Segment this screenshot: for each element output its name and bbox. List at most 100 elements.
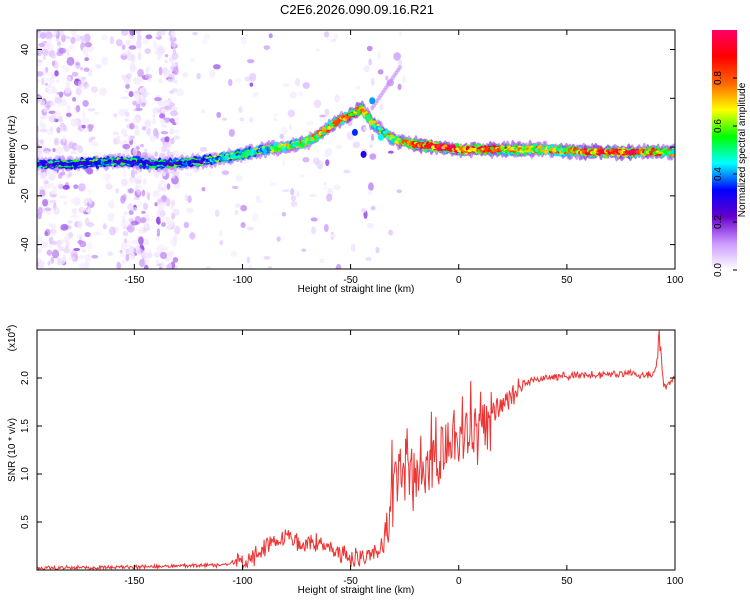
spectrogram-noise-point: [175, 116, 180, 125]
spectrogram-noise-point: [146, 192, 151, 201]
spectrogram-noise-point: [70, 36, 76, 44]
spectrogram-noise-point: [88, 189, 92, 196]
spectrogram-noise-point: [84, 254, 92, 263]
spectrogram-noise-point: [313, 99, 322, 109]
spectrogram-noise-point: [86, 242, 93, 252]
spectrogram-noise-point: [144, 48, 151, 55]
spectrogram-noise-point: [43, 77, 51, 82]
spectrogram-noise-point: [299, 174, 305, 178]
spectrogram-noise-point: [134, 145, 140, 151]
spectrogram-noise-point: [123, 211, 128, 215]
spectrogram-noise-point: [81, 248, 87, 253]
spectrogram-noise-point: [122, 168, 127, 178]
spectrogram-noise-point: [170, 110, 178, 117]
spectrogram-noise-point: [43, 107, 50, 113]
spectrogram-ridge-point: [361, 109, 367, 113]
spectrogram-noise-point: [184, 172, 193, 177]
spectrogram-x-tick-label: 100: [667, 275, 684, 286]
spectrogram-noise-point: [52, 170, 58, 175]
spectrogram-noise-point: [282, 83, 290, 87]
spectrogram-noise-point: [112, 131, 119, 135]
spectrogram-noise-point: [201, 186, 206, 192]
spectrogram-noise-point: [84, 41, 92, 48]
spectrogram-noise-point: [52, 229, 58, 235]
spectrogram-noise-point: [137, 248, 143, 255]
spectrogram-noise-point: [235, 77, 242, 83]
spectrogram-noise-point: [44, 82, 49, 86]
spectrogram-noise-point: [368, 189, 372, 196]
spectrogram-noise-point: [159, 113, 166, 119]
spectrogram-noise-point: [128, 90, 134, 98]
spectrogram-noise-point: [369, 144, 373, 148]
spectrogram-noise-point: [313, 157, 320, 165]
spectrogram-noise-point: [377, 69, 384, 75]
spectrogram-noise-point: [55, 146, 64, 155]
spectrogram-noise-point: [49, 199, 57, 204]
spectrogram-noise-point: [65, 112, 72, 117]
spectrogram-noise-point: [46, 71, 53, 77]
spectrogram-noise-point: [172, 256, 179, 263]
spectrogram-noise-point: [140, 86, 148, 96]
spectrogram-noise-point: [156, 244, 165, 253]
spectrogram-noise-point: [37, 258, 42, 263]
spectrogram-noise-point: [62, 248, 71, 254]
spectrogram-noise-point: [330, 233, 336, 239]
spectrogram-noise-point: [47, 261, 51, 266]
spectrogram-noise-point: [377, 51, 381, 60]
spectrogram-noise-point: [134, 184, 139, 192]
spectrogram-noise-point: [44, 231, 48, 237]
spectrogram-noise-point: [196, 72, 201, 80]
spectrogram-noise-point: [294, 78, 301, 87]
spectrogram-noise-point: [61, 239, 66, 244]
spectrogram-noise-point: [155, 216, 161, 225]
spectrogram-noise-point: [154, 97, 162, 102]
spectrogram-noise-point: [71, 71, 79, 77]
spectrogram-noise-point: [65, 244, 69, 249]
spectrogram-noise-point: [228, 79, 233, 87]
spectrogram-noise-point: [160, 124, 168, 128]
spectrogram-noise-point: [168, 58, 174, 64]
snr-x-tick-label: -100: [232, 576, 252, 587]
spectrogram-noise-point: [118, 108, 126, 117]
spectrogram-noise-point: [368, 58, 372, 66]
spectrogram-blob: [351, 128, 358, 136]
spectrogram-noise-point: [37, 260, 46, 268]
colorbar: 0.0 0.2 0.4 0.6 0.8 Normalized spectral ampl…: [712, 30, 748, 277]
spectrogram-noise-point: [49, 126, 54, 133]
spectrogram-y-tick-label: -20: [20, 188, 31, 203]
snr-x-label: Height of straight line (km): [298, 585, 415, 596]
spectrogram-ridge-point: [584, 151, 590, 156]
spectrogram-noise-point: [368, 182, 374, 191]
snr-y-tick-label: 2.0: [20, 371, 31, 385]
spectrogram-noise-point: [37, 170, 41, 176]
spectrogram-noise-point: [153, 170, 160, 178]
spectrogram-noise-point: [70, 250, 78, 259]
spectrogram-noise-point: [161, 261, 165, 269]
spectrogram-noise-point: [209, 69, 216, 78]
spectrogram-noise-point: [141, 126, 147, 131]
spectrogram-noise-point: [247, 264, 253, 269]
spectrogram-noise-point: [49, 76, 55, 84]
spectrogram-noise-point: [189, 231, 195, 241]
snr-y-label: SNR (10 * v/v): [7, 418, 18, 482]
spectrogram-noise-point: [219, 239, 224, 246]
spectrogram-noise-point: [363, 65, 370, 73]
spectrogram-noise-point: [129, 64, 136, 73]
spectrogram-noise-point: [62, 184, 70, 190]
spectrogram-noise-point: [77, 80, 84, 89]
spectrogram-noise-point: [77, 220, 83, 230]
spectrogram-noise-point: [50, 101, 56, 107]
spectrogram-noise-point: [142, 202, 149, 211]
spectrogram-noise-point: [134, 129, 140, 137]
spectrogram-noise-point: [124, 77, 130, 85]
spectrogram-noise-point: [310, 217, 318, 222]
spectrogram-noise-point: [66, 48, 70, 56]
spectrogram-noise-point: [215, 209, 220, 217]
colorbar-tick-label: 0.6: [713, 119, 724, 133]
spectrogram-noise-point: [40, 241, 49, 248]
spectrogram-noise-point: [37, 235, 43, 244]
spectrogram-noise-point: [151, 117, 157, 125]
spectrogram-noise-point: [63, 201, 67, 206]
spectrogram-noise-point: [323, 223, 329, 233]
spectrogram-noise-point: [105, 183, 113, 190]
